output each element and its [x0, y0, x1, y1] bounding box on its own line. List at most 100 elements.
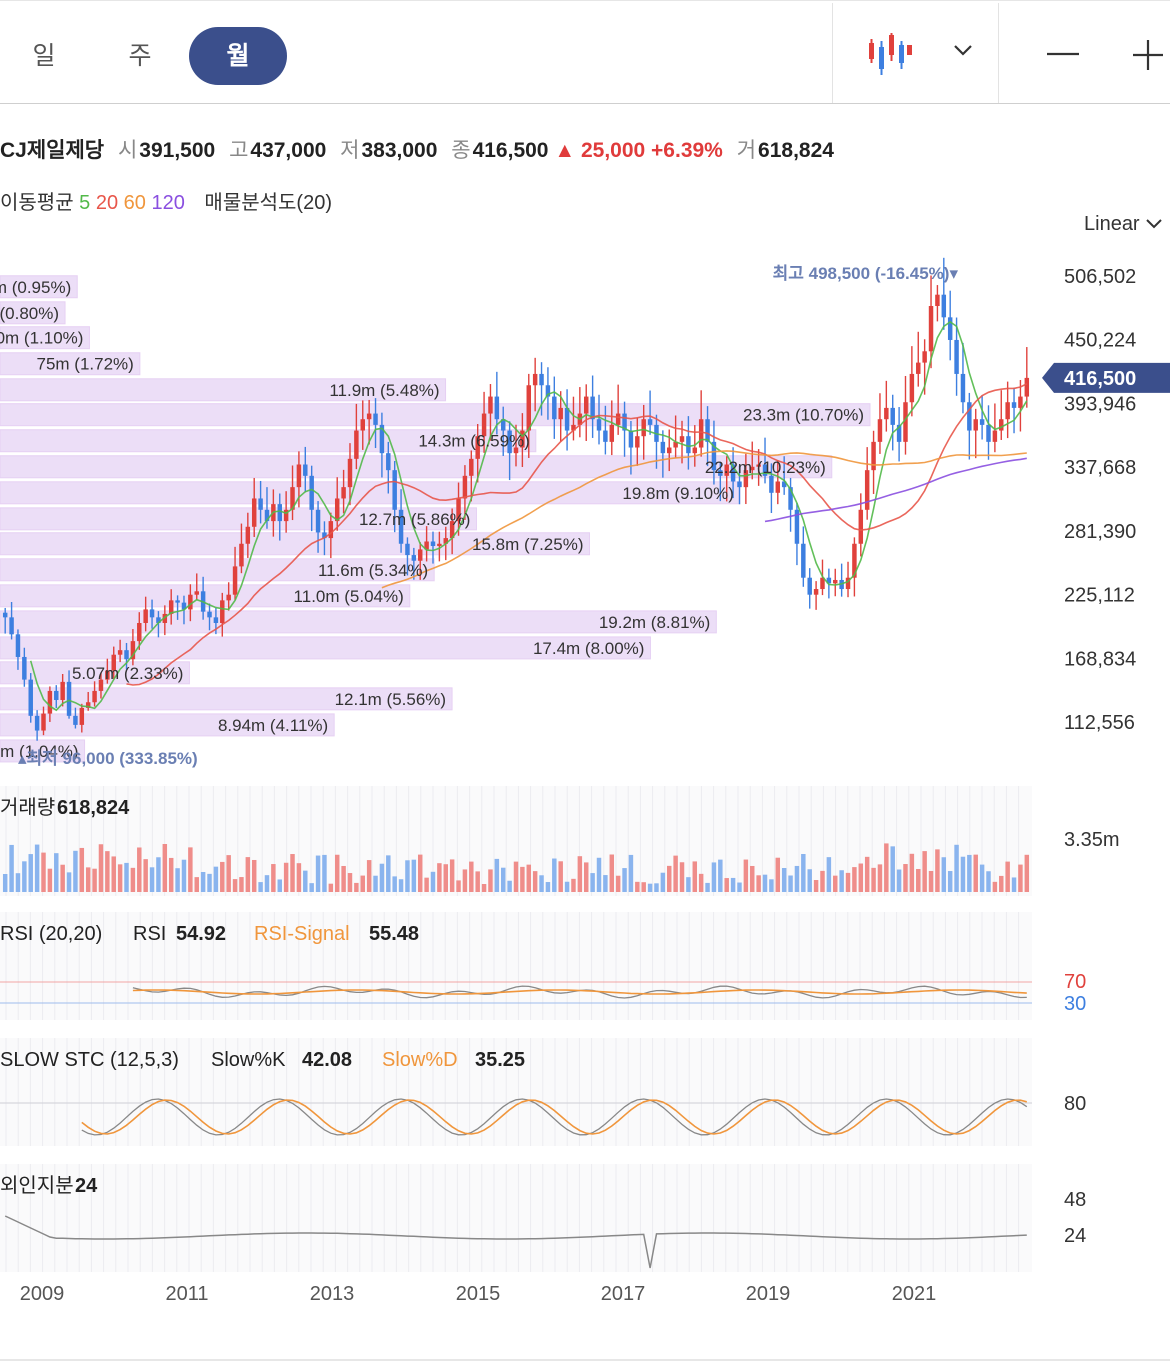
candle-body [264, 509, 270, 522]
volume-bar [322, 854, 327, 892]
volume-bar [494, 858, 500, 892]
volume-title: 거래량 [0, 796, 55, 819]
high-value: 437,000 [250, 139, 327, 162]
foreign-title: 외인지분 [0, 1174, 74, 1197]
volume-bar [137, 847, 142, 892]
volume-bar [60, 864, 65, 892]
minus-icon[interactable] [1044, 39, 1082, 69]
volume-bar [928, 870, 934, 892]
volume-profile-label: 5.07m (2.33%) [72, 664, 184, 683]
volume-bar [354, 882, 359, 892]
candle-body [750, 466, 755, 471]
plus-icon[interactable] [1130, 37, 1166, 73]
volume-profile-bar [0, 558, 435, 582]
x-tick-label: 2017 [601, 1283, 646, 1305]
candle-body [954, 339, 959, 374]
tab-month[interactable]: 월 [189, 27, 287, 85]
candle-body [826, 577, 832, 584]
volume-profile-bar [0, 455, 833, 479]
price-tick-label: 168,834 [1064, 648, 1136, 670]
candle-body [896, 424, 902, 442]
volume-profile-label: 11.9m (5.48%) [329, 381, 439, 400]
volume-bar [935, 849, 940, 892]
scale-selector[interactable]: Linear [1084, 213, 1163, 236]
volume-bar [213, 866, 219, 892]
volume-bar [366, 860, 372, 892]
candle-body [194, 591, 199, 595]
volume-profile-bar [0, 378, 447, 402]
volume-profile-bar [0, 636, 651, 660]
volume-profile-bar [0, 507, 477, 531]
ma20-line [126, 383, 1028, 686]
foreign-value: 24 [75, 1175, 98, 1197]
volume-bar [2, 874, 8, 892]
volume-bar [168, 857, 174, 892]
x-tick-label: 2019 [746, 1283, 791, 1305]
volume-profile-label: 12.1m (5.56%) [335, 690, 447, 709]
price-tick-label: 112,556 [1064, 712, 1135, 734]
candle-body [430, 541, 436, 547]
candle-body [647, 419, 653, 425]
volume-bar [628, 854, 634, 892]
volume-bar [264, 875, 270, 892]
volume-bar [315, 855, 321, 892]
candle-body [85, 702, 91, 708]
volume-bar [1005, 861, 1010, 892]
volume-bar [794, 865, 800, 892]
ma-legend: 이동평균 5 20 60 120 매물분석도(20) [0, 186, 332, 215]
tab-week[interactable]: 주 [128, 42, 152, 70]
volume-bar [277, 879, 282, 892]
volume-bar [162, 844, 168, 892]
rsi-value: 54.92 [176, 923, 226, 945]
candle-body [341, 487, 346, 499]
candle-body [692, 447, 698, 454]
volume-profile-label: 6m (0.95%) [0, 278, 71, 297]
volume-value: 618,824 [758, 139, 834, 162]
volume-profile-bar [0, 610, 717, 634]
change-value: ▲ 25,000 [554, 139, 646, 162]
candle-body [220, 600, 225, 624]
candlestick-icon[interactable] [866, 33, 914, 77]
volume-bar [858, 863, 864, 892]
candle-body [239, 543, 244, 567]
candle-body [596, 419, 602, 431]
candle-body [520, 430, 525, 448]
candle-body [590, 396, 595, 420]
slowd-line [81, 1099, 1027, 1135]
volume-bar [513, 861, 519, 892]
volume-bar [303, 870, 308, 892]
volume-bar [871, 867, 876, 892]
volume-bar [258, 882, 263, 892]
candle-body [603, 430, 608, 442]
volume-bar [456, 880, 461, 892]
volume-bar [877, 864, 883, 892]
candle-body [41, 713, 46, 731]
candle-body [615, 413, 621, 425]
volume-bar [22, 861, 27, 892]
candle-body [724, 464, 729, 476]
candle-body [986, 424, 991, 442]
candle-body [1005, 402, 1010, 420]
volume-bar [239, 877, 244, 892]
volume-bar [79, 847, 85, 892]
candle-body [309, 475, 314, 510]
volume-bar [679, 862, 685, 892]
min-price-label: ▴최저 96,000 (333.85%) [18, 749, 198, 768]
current-price-tag [1042, 362, 1170, 393]
candle-body [2, 612, 8, 618]
volume-bar [654, 883, 659, 892]
volume-bar [245, 857, 251, 892]
candle-body [449, 521, 455, 539]
candle-body [960, 373, 966, 403]
volume-bar [469, 861, 474, 892]
tab-day[interactable]: 일 [32, 42, 56, 70]
volume-bar [449, 859, 455, 892]
volume-bar [947, 871, 953, 892]
foreign-tick-48: 48 [1064, 1189, 1086, 1211]
volume-profile-label: 0m (1.10%) [0, 329, 83, 348]
price-tick-label: 393,946 [1064, 393, 1136, 415]
chevron-down-icon[interactable] [952, 41, 974, 59]
volume-bar [405, 860, 410, 892]
candle-body [928, 306, 934, 352]
